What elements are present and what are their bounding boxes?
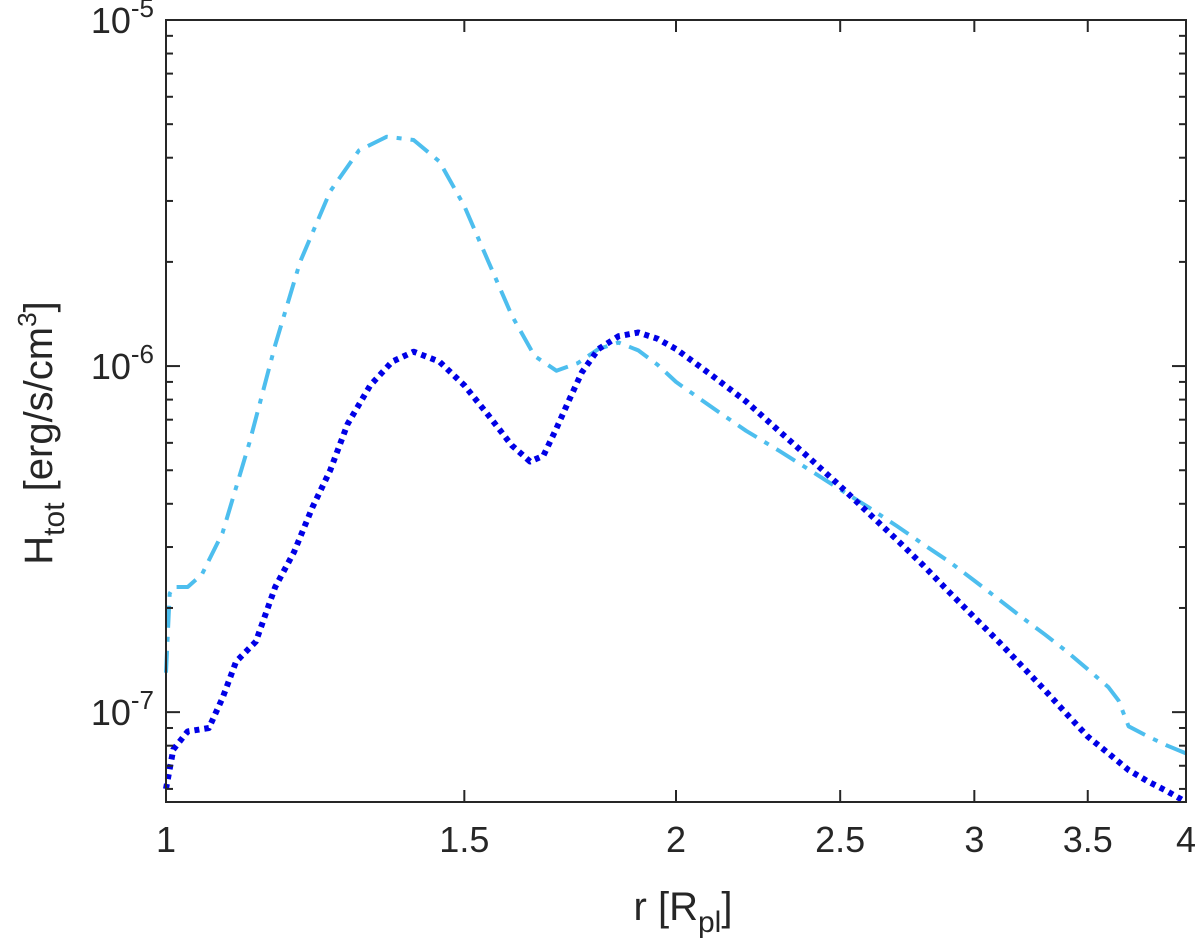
- series-line-1: [164, 134, 1187, 756]
- x-tick-label: 1: [156, 819, 176, 860]
- x-tick-label: 3: [964, 819, 984, 860]
- tick-layer: 1 1.5 2 2.5 3 3.5 4 10-7 10-6 10-5: [91, 0, 1196, 860]
- x-tick-label: 4: [1176, 819, 1196, 860]
- series-layer: [163, 134, 1188, 805]
- y-tick-label: 10-6: [91, 339, 154, 387]
- y-axis-label: Htot [erg/s/cm3]: [12, 301, 71, 564]
- series-line-2: [163, 329, 1188, 805]
- x-axis-label: r [Rpl]: [634, 885, 733, 938]
- x-tick-label: 2.5: [815, 819, 865, 860]
- x-tick-label: 1.5: [439, 819, 489, 860]
- x-tick-label: 3.5: [1063, 819, 1113, 860]
- y-tick-label: 10-5: [91, 0, 154, 41]
- plot-frame: [165, 19, 1187, 803]
- y-tick-label: 10-7: [91, 685, 154, 733]
- x-tick-label: 2: [666, 819, 686, 860]
